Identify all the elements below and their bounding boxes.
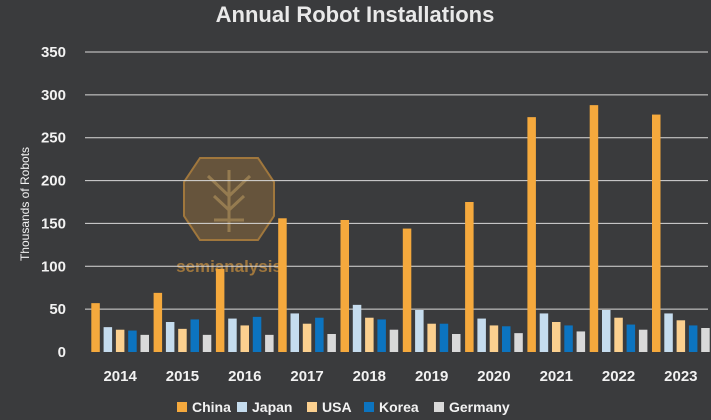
legend-swatch-china — [177, 402, 187, 412]
bar-usa-2020 — [489, 325, 499, 352]
bar-china-2022 — [589, 105, 599, 352]
bar-korea-2021 — [564, 325, 573, 352]
bar-germany-2020 — [514, 333, 523, 352]
x-tick-label: 2017 — [290, 368, 323, 385]
legend-label-japan: Japan — [252, 399, 292, 415]
legend: China Japan USA Korea Germany — [177, 399, 510, 415]
bar-usa-2022 — [614, 317, 623, 352]
y-tick-label: 250 — [41, 130, 66, 147]
legend-label-germany: Germany — [449, 399, 510, 415]
y-tick-label: 350 — [41, 44, 66, 61]
bar-japan-2017 — [290, 313, 299, 352]
bar-korea-2019 — [439, 323, 449, 352]
bar-germany-2015 — [202, 334, 212, 352]
x-tick-label: 2020 — [477, 368, 510, 385]
bar-usa-2019 — [427, 323, 436, 352]
y-tick-labels: 0 50 100 150 200 250 300 350 — [41, 44, 66, 361]
bar-germany-2017 — [327, 334, 336, 352]
bar-usa-2014 — [115, 329, 125, 352]
y-axis-label: Thousands of Robots — [18, 147, 32, 261]
legend-swatch-japan — [237, 402, 247, 412]
x-tick-label: 2021 — [540, 368, 573, 385]
bar-germany-2014 — [140, 334, 149, 352]
bar-korea-2017 — [315, 317, 324, 352]
x-tick-label: 2023 — [664, 368, 697, 385]
bar-korea-2015 — [190, 319, 199, 352]
bar-korea-2016 — [252, 316, 262, 352]
x-tick-label: 2022 — [602, 368, 635, 385]
bar-china-2015 — [153, 292, 163, 352]
bar-korea-2018 — [377, 319, 386, 352]
legend-swatch-germany — [434, 402, 444, 412]
bar-germany-2016 — [265, 334, 274, 352]
chart-title: Annual Robot Installations — [216, 2, 495, 27]
bar-germany-2019 — [452, 334, 461, 352]
y-tick-label: 100 — [41, 258, 66, 275]
bars — [91, 105, 710, 352]
bar-china-2020 — [465, 202, 474, 352]
y-tick-label: 300 — [41, 87, 66, 104]
legend-label-china: China — [192, 399, 231, 415]
bar-japan-2021 — [539, 313, 549, 352]
bar-korea-2022 — [626, 324, 636, 352]
bar-korea-2020 — [502, 326, 511, 352]
x-tick-label: 2019 — [415, 368, 448, 385]
bar-germany-2023 — [701, 328, 710, 352]
legend-swatch-usa — [307, 402, 317, 412]
bar-china-2019 — [402, 228, 412, 352]
bar-china-2021 — [527, 117, 536, 352]
bar-japan-2014 — [103, 327, 113, 352]
x-tick-label: 2016 — [228, 368, 261, 385]
y-tick-label: 0 — [58, 344, 66, 361]
bar-china-2016 — [215, 268, 225, 352]
bar-germany-2018 — [389, 329, 399, 352]
bar-germany-2022 — [638, 329, 648, 352]
legend-label-usa: USA — [322, 399, 352, 415]
legend-swatch-korea — [364, 402, 374, 412]
bar-korea-2014 — [128, 330, 137, 352]
bar-china-2018 — [340, 220, 349, 352]
bar-japan-2016 — [228, 318, 237, 352]
bar-usa-2015 — [178, 328, 187, 352]
bar-japan-2023 — [664, 313, 673, 352]
legend-label-korea: Korea — [379, 399, 419, 415]
bar-usa-2021 — [552, 322, 561, 352]
bar-usa-2017 — [302, 323, 312, 352]
x-tick-labels: 2014 2015 2016 2017 2018 2019 2020 2021 2022 2023 — [103, 368, 697, 385]
y-tick-label: 50 — [49, 301, 66, 318]
bar-japan-2020 — [477, 318, 486, 352]
bar-korea-2023 — [688, 325, 698, 352]
bar-japan-2015 — [165, 322, 175, 352]
bar-china-2017 — [278, 218, 287, 352]
semianalysis-logo-watermark: semianalysis — [176, 157, 282, 276]
y-tick-label: 150 — [41, 215, 66, 232]
bar-usa-2018 — [365, 317, 374, 352]
y-tick-label: 200 — [41, 173, 66, 190]
x-tick-label: 2014 — [103, 368, 137, 385]
bar-japan-2019 — [415, 310, 424, 352]
bar-china-2014 — [91, 303, 100, 352]
bar-japan-2022 — [602, 310, 611, 352]
x-tick-label: 2015 — [166, 368, 199, 385]
bar-china-2023 — [652, 114, 661, 352]
bar-japan-2018 — [352, 304, 362, 352]
x-tick-label: 2018 — [353, 368, 386, 385]
bar-germany-2021 — [576, 331, 586, 352]
bar-usa-2016 — [240, 325, 249, 352]
gridlines — [85, 51, 708, 310]
bar-usa-2023 — [676, 320, 686, 352]
